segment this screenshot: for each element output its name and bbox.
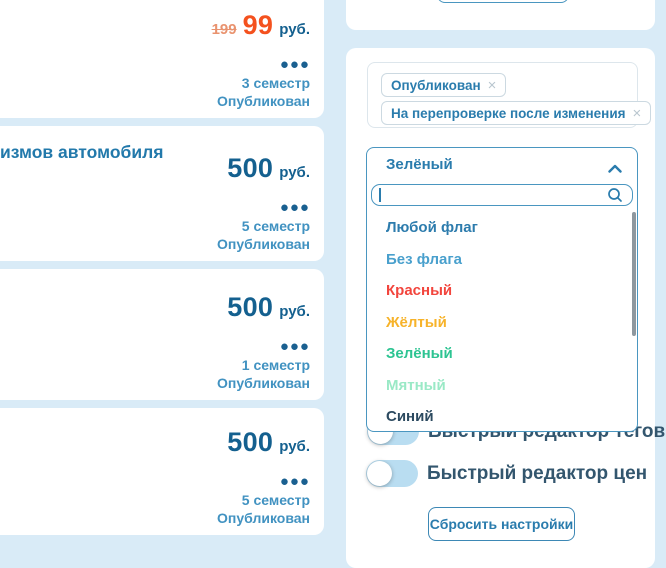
flag-option[interactable]: Мятный xyxy=(386,376,446,394)
semester-label: 3 семестр xyxy=(241,75,310,91)
status-label: Опубликован xyxy=(217,510,310,526)
flag-select-dropdown: Зелёный Любой флаг Без флага Красный Жёл… xyxy=(366,147,638,432)
toggle-label: Быстрый редактор цен xyxy=(427,462,648,484)
price-value: 99 xyxy=(242,10,274,40)
chip-remove-icon[interactable]: × xyxy=(632,104,642,122)
old-price: 199 xyxy=(211,21,237,38)
chip-label: На перепроверке после изменения xyxy=(391,105,626,121)
search-icon xyxy=(607,187,623,208)
price-currency: руб. xyxy=(279,303,310,320)
course-card: 199 99 руб. ●●● 3 семестр Опубликован xyxy=(0,0,324,118)
flag-option[interactable]: Красный xyxy=(386,282,453,300)
status-chip: На перепроверке после изменения × xyxy=(381,101,652,125)
price-row: 500 руб. xyxy=(227,292,310,322)
reset-settings-button[interactable]: Сбросить настройки xyxy=(428,507,575,541)
card-menu-icon[interactable]: ●●● xyxy=(279,473,310,490)
semester-label: 1 семестр xyxy=(241,357,310,373)
card-menu-icon[interactable]: ●●● xyxy=(279,338,310,355)
status-chip: Опубликован × xyxy=(381,73,507,97)
chip-label: Опубликован xyxy=(391,77,481,93)
scrollbar-thumb[interactable] xyxy=(632,212,636,336)
price-row: 500 руб. xyxy=(227,427,310,457)
flag-option[interactable]: Зелёный xyxy=(386,345,453,363)
course-title[interactable]: измов автомобиля xyxy=(0,142,164,162)
price-currency: руб. xyxy=(279,438,310,455)
toggle-knob xyxy=(367,461,392,486)
filters-top-card xyxy=(346,0,655,30)
quick-price-editor-toggle[interactable] xyxy=(366,460,418,487)
price-value: 500 xyxy=(227,153,274,183)
flag-option[interactable]: Без флага xyxy=(386,250,462,268)
status-chips-box: Опубликован × На перепроверке после изме… xyxy=(367,62,652,128)
status-label: Опубликован xyxy=(217,236,310,252)
status-label: Опубликован xyxy=(217,93,310,109)
flag-option[interactable]: Любой флаг xyxy=(386,219,478,237)
price-row: 500 руб. xyxy=(227,153,310,183)
flag-search-box xyxy=(371,184,633,206)
price-row: 199 99 руб. xyxy=(212,10,310,40)
semester-label: 5 семестр xyxy=(241,492,310,508)
price-currency: руб. xyxy=(279,164,310,181)
price-value: 500 xyxy=(227,292,274,322)
quick-price-editor-row: Быстрый редактор цен xyxy=(366,460,647,487)
chevron-up-icon[interactable] xyxy=(608,160,622,178)
course-card: измов автомобиля 500 руб. ●●● 5 семестр … xyxy=(0,126,324,261)
text-caret xyxy=(379,187,381,202)
status-label: Опубликован xyxy=(217,375,310,391)
price-value: 500 xyxy=(227,427,274,457)
price-currency: руб. xyxy=(279,21,310,38)
chip-remove-icon[interactable]: × xyxy=(487,76,497,94)
course-card: 500 руб. ●●● 1 семестр Опубликован xyxy=(0,269,324,400)
flag-option[interactable]: Жёлтый xyxy=(386,313,447,331)
filters-panel: Опубликован × На перепроверке после изме… xyxy=(346,48,665,568)
top-button[interactable] xyxy=(437,0,569,3)
course-card: 500 руб. ●●● 5 семестр Опубликован xyxy=(0,408,324,535)
card-menu-icon[interactable]: ●●● xyxy=(279,56,310,73)
flag-select-value: Зелёный xyxy=(386,156,453,173)
card-menu-icon[interactable]: ●●● xyxy=(279,199,310,216)
semester-label: 5 семестр xyxy=(241,218,310,234)
flag-search-input[interactable] xyxy=(380,186,604,202)
flag-option[interactable]: Синий xyxy=(386,408,434,426)
flag-options-list: Любой флаг Без флага Красный Жёлтый Зелё… xyxy=(367,212,637,433)
